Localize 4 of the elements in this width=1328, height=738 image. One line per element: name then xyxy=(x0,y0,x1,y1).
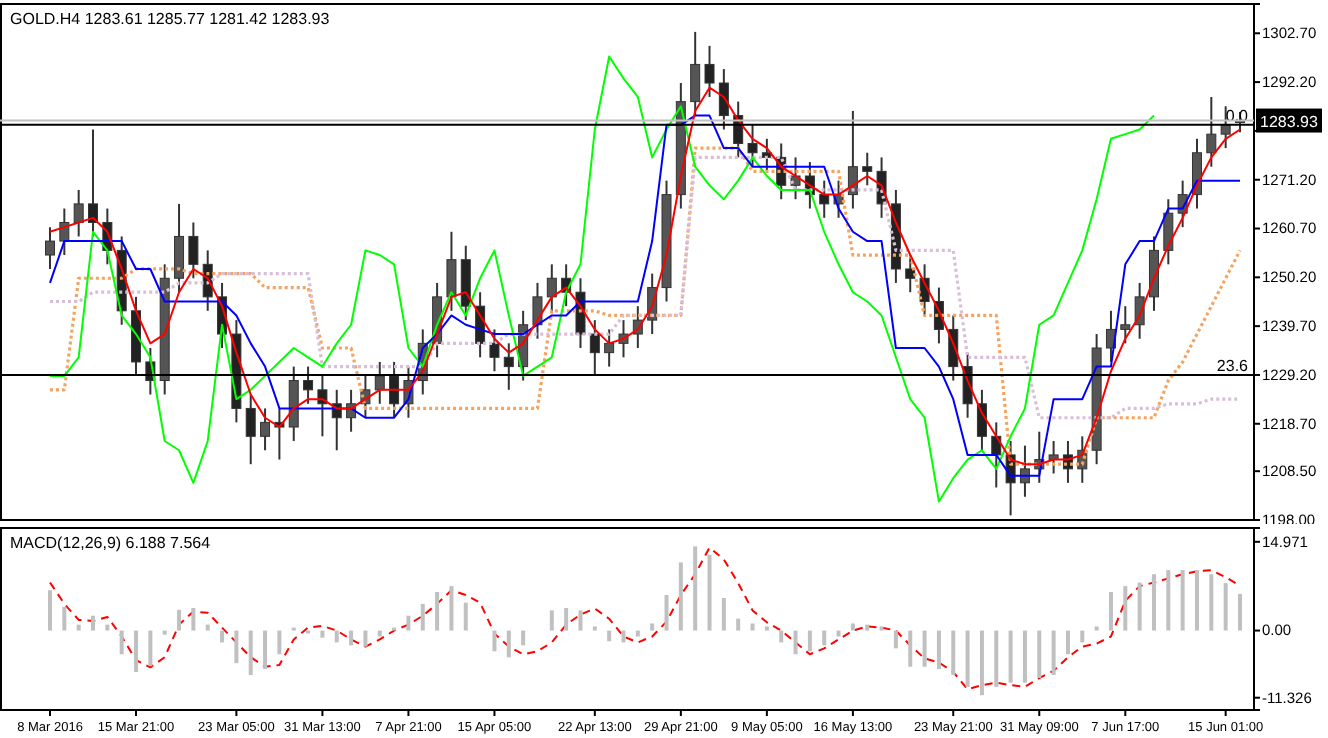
chart-title: GOLD.H4 1283.61 1285.77 1281.42 1283.93 xyxy=(10,10,331,28)
chart-title: MACD(12,26,9) 6.188 7.564 xyxy=(10,534,212,552)
annotation: 23.6 xyxy=(1216,356,1250,375)
ref-line-label: 1283.93 xyxy=(1260,112,1320,131)
